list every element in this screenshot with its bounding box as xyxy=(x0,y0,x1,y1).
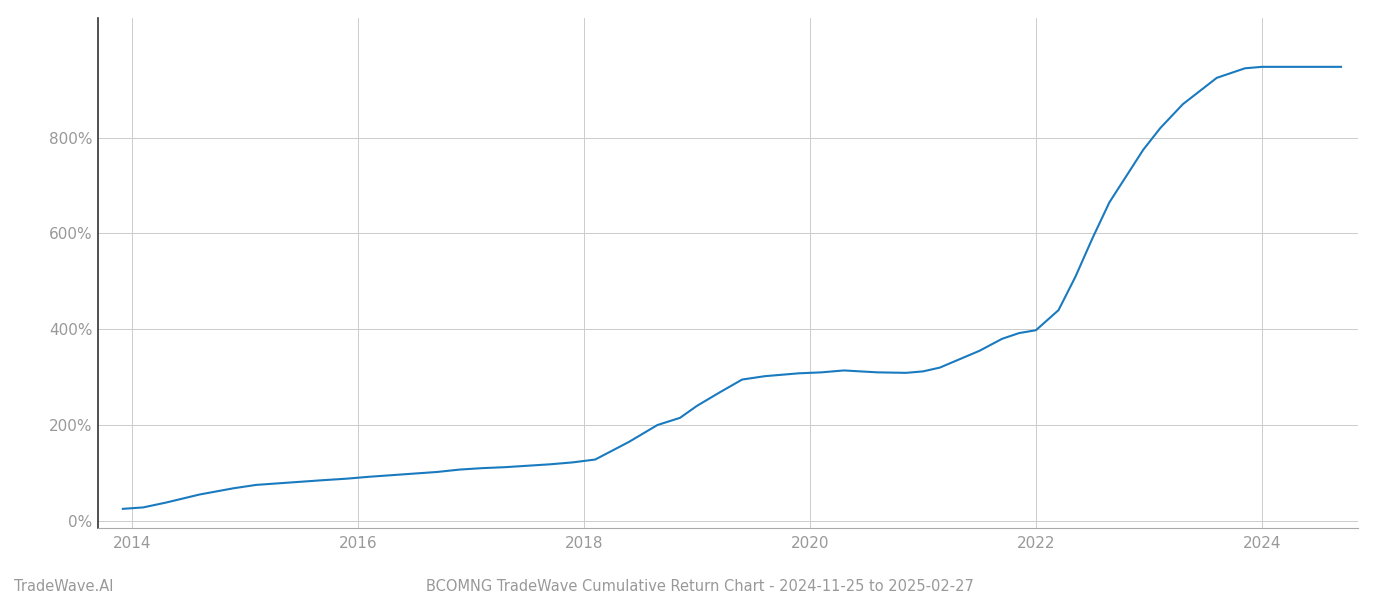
Text: BCOMNG TradeWave Cumulative Return Chart - 2024-11-25 to 2025-02-27: BCOMNG TradeWave Cumulative Return Chart… xyxy=(426,579,974,594)
Text: TradeWave.AI: TradeWave.AI xyxy=(14,579,113,594)
